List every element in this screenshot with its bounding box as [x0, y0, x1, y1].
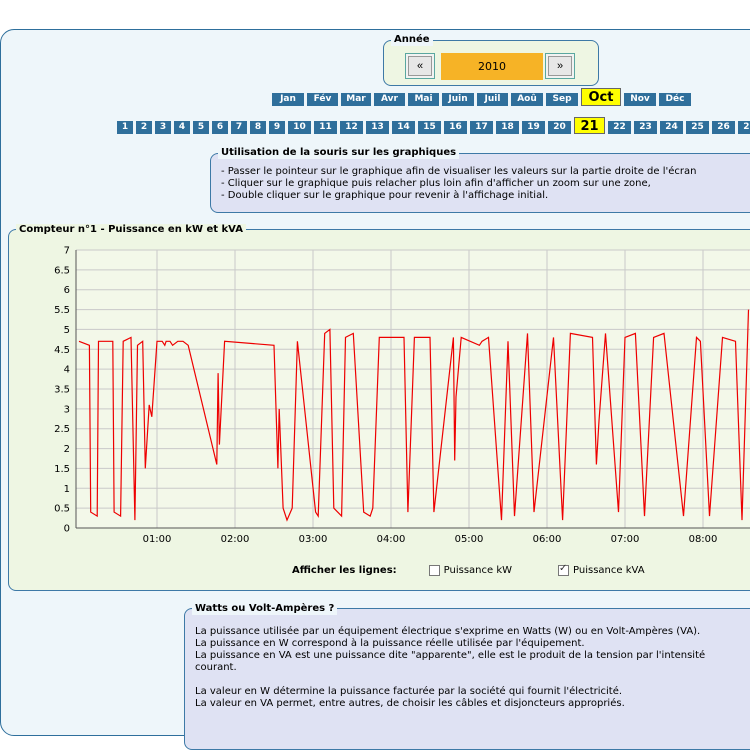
day-tab[interactable]: 10: [288, 121, 311, 134]
y-tick-label: 0.5: [54, 504, 70, 515]
y-tick-label: 7: [64, 246, 70, 257]
day-tab[interactable]: 23: [634, 121, 657, 134]
month-tabs: Jan Fév Mar Avr Mai Juin Juil Aoû Sep Oct Nov Déc: [272, 88, 691, 106]
day-tab[interactable]: 1: [117, 121, 133, 134]
kw-label: Puissance kW: [443, 565, 513, 576]
power-chart[interactable]: 0 0.5 1 1.5 2 2.5 3 3.5 4 4.5 5 5.5 6 6.5 7 01:00 02:00 0…: [0, 236, 750, 566]
next-year-label: »: [548, 56, 572, 76]
day-tab[interactable]: 17: [470, 121, 493, 134]
year-value: 2010: [441, 53, 543, 80]
y-tick-label: 4.5: [54, 345, 70, 356]
x-tick-label: 06:00: [533, 534, 562, 545]
mouse-help-line: - Cliquer sur le graphique puis relacher…: [221, 178, 651, 189]
day-tab[interactable]: 13: [366, 121, 389, 134]
day-tab[interactable]: 26: [712, 121, 735, 134]
day-tab[interactable]: 6: [212, 121, 228, 134]
watts-line: La puissance en W correspond à la puissa…: [195, 638, 585, 649]
y-tick-label: 4: [64, 365, 70, 376]
mouse-help-line: - Passer le pointeur sur le graphique af…: [221, 166, 697, 177]
watts-text: La puissance utilisée par un équipement …: [195, 626, 705, 710]
y-tick-label: 6.5: [54, 265, 70, 276]
previous-year-label: «: [408, 56, 432, 76]
day-tab[interactable]: 15: [418, 121, 441, 134]
kva-label: Puissance kVA: [573, 565, 645, 576]
day-tab[interactable]: 21: [574, 117, 605, 134]
watts-box-title: Watts ou Volt-Ampères ?: [192, 603, 338, 615]
day-tab[interactable]: 27: [738, 121, 750, 134]
day-tab[interactable]: 9: [269, 121, 285, 134]
y-tick-label: 2: [64, 444, 70, 455]
y-tick-label: 6: [64, 285, 70, 296]
day-tab[interactable]: 12: [340, 121, 363, 134]
mouse-help-title: Utilisation de la souris sur les graphiq…: [218, 147, 460, 159]
watts-line: courant.: [195, 662, 237, 673]
day-tab[interactable]: 25: [686, 121, 709, 134]
day-tab[interactable]: 8: [250, 121, 266, 134]
x-tick-label: 03:00: [299, 534, 328, 545]
watts-gap: [195, 674, 705, 686]
day-tab[interactable]: 3: [155, 121, 171, 134]
mouse-help-line: - Double cliquer sur le graphique pour r…: [221, 190, 549, 201]
day-tabs: 1 2 3 4 5 6 7 8 9 10 11 12 13 14 15 16 17 18 19 20 21 22 23 24 2…: [117, 117, 750, 134]
x-tick-label: 08:00: [689, 534, 718, 545]
day-tab[interactable]: 14: [392, 121, 415, 134]
month-tab[interactable]: Nov: [624, 93, 656, 106]
y-tick-label: 3: [64, 404, 70, 415]
watts-line: La puissance en VA est une puissance dit…: [195, 650, 706, 661]
month-tab[interactable]: Déc: [659, 93, 691, 106]
kva-checkbox[interactable]: [558, 563, 570, 576]
day-tab[interactable]: 22: [608, 121, 631, 134]
x-tick-label: 02:00: [221, 534, 250, 545]
mouse-help-box: Utilisation de la souris sur les graphiq…: [210, 147, 750, 213]
month-tab[interactable]: Fév: [307, 93, 338, 106]
month-tab[interactable]: Oct: [581, 88, 621, 106]
next-year-button[interactable]: »: [545, 53, 575, 79]
month-tab[interactable]: Mai: [408, 93, 439, 106]
month-tab[interactable]: Avr: [374, 93, 405, 106]
show-lines-label: Afficher les lignes:: [292, 565, 397, 576]
day-tab[interactable]: 16: [444, 121, 467, 134]
series-line: [78, 309, 750, 522]
day-tab[interactable]: 11: [314, 121, 337, 134]
year-box-title: Année: [391, 34, 433, 46]
day-tab[interactable]: 2: [136, 121, 152, 134]
day-tab[interactable]: 20: [548, 121, 571, 134]
month-tab[interactable]: Jan: [272, 93, 304, 106]
line-toggles: Afficher les lignes: Puissance kW Puissa…: [292, 563, 645, 576]
y-tick-label: 5.5: [54, 305, 70, 316]
y-tick-label: 3.5: [54, 385, 70, 396]
month-tab[interactable]: Mar: [341, 93, 371, 106]
y-tick-label: 1.5: [54, 464, 70, 475]
day-tab[interactable]: 24: [660, 121, 683, 134]
month-tab[interactable]: Juin: [442, 93, 474, 106]
day-tab[interactable]: 5: [193, 121, 209, 134]
x-tick-label: 04:00: [377, 534, 406, 545]
x-tick-label: 05:00: [455, 534, 484, 545]
day-tab[interactable]: 18: [496, 121, 519, 134]
year-selector: Année « 2010 »: [383, 34, 599, 86]
chart-panel-title: Compteur n°1 - Puissance en kW et kVA: [16, 224, 246, 236]
y-tick-label: 0: [64, 524, 70, 535]
month-tab[interactable]: Juil: [477, 93, 508, 106]
watts-info-box: Watts ou Volt-Ampères ? La puissance uti…: [184, 603, 750, 750]
watts-line: La valeur en W détermine la puissance fa…: [195, 686, 623, 697]
y-tick-label: 1: [64, 484, 70, 495]
x-tick-label: 01:00: [143, 534, 172, 545]
x-tick-label: 07:00: [611, 534, 640, 545]
kw-checkbox[interactable]: [428, 565, 440, 576]
y-tick-label: 2.5: [54, 424, 70, 435]
watts-line: La valeur en VA permet, entre autres, de…: [195, 698, 625, 709]
watts-line: La puissance utilisée par un équipement …: [195, 626, 701, 637]
day-tab[interactable]: 4: [174, 121, 190, 134]
month-tab[interactable]: Sep: [546, 93, 578, 106]
day-tab[interactable]: 7: [231, 121, 247, 134]
month-tab[interactable]: Aoû: [511, 93, 543, 106]
y-tick-label: 5: [64, 325, 70, 336]
day-tab[interactable]: 19: [522, 121, 545, 134]
mouse-help-list: - Passer le pointeur sur le graphique af…: [221, 166, 696, 202]
previous-year-button[interactable]: «: [405, 53, 435, 79]
